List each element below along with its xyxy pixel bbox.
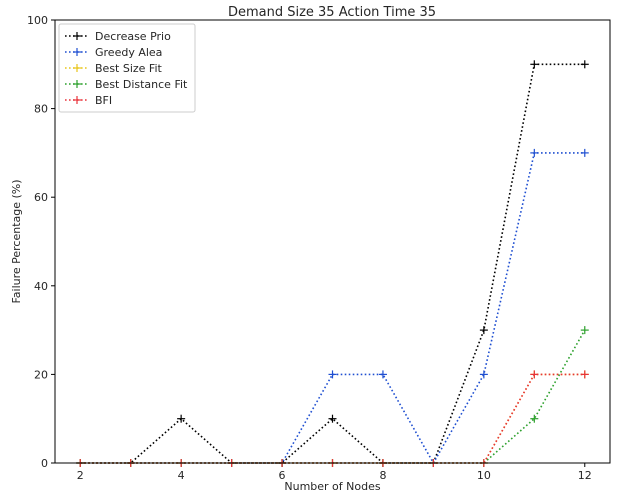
x-tick-label: 4 xyxy=(178,469,185,482)
legend-entry: Decrease Prio xyxy=(65,30,171,43)
legend-entry: Best Distance Fit xyxy=(65,78,188,91)
legend-entry: Best Size Fit xyxy=(65,62,163,75)
axes: 2 4 6 8 10 12 0 20 40 60 80 100 xyxy=(27,14,592,482)
x-tick-label: 12 xyxy=(578,469,592,482)
series-line xyxy=(80,63,585,464)
data-point xyxy=(530,60,539,69)
data-point xyxy=(580,60,589,69)
legend-label: BFI xyxy=(95,94,112,107)
y-tick-label: 60 xyxy=(34,191,48,204)
plot-frame xyxy=(54,19,611,464)
data-point xyxy=(378,370,387,379)
data-point xyxy=(479,370,488,379)
legend-label: Best Size Fit xyxy=(95,62,163,75)
chart-title: Demand Size 35 Action Time 35 xyxy=(228,5,436,20)
data-point xyxy=(530,370,539,379)
legend: Decrease Prio Greedy Alea Best Size Fit Bes… xyxy=(58,23,196,113)
legend-entry: Greedy Alea xyxy=(65,46,162,59)
legend-label: Decrease Prio xyxy=(95,30,171,43)
data-point xyxy=(479,326,488,335)
series-group xyxy=(76,60,589,467)
legend-entry: BFI xyxy=(65,94,112,107)
y-tick-label: 0 xyxy=(41,457,48,470)
x-tick-label: 2 xyxy=(77,469,84,482)
data-point xyxy=(580,148,589,157)
x-axis-label: Number of Nodes xyxy=(284,480,380,493)
data-point xyxy=(580,326,589,335)
legend-label: Best Distance Fit xyxy=(95,78,188,91)
y-tick-label: 20 xyxy=(34,368,48,381)
y-tick-label: 100 xyxy=(27,14,48,27)
data-point xyxy=(177,414,186,423)
legend-box xyxy=(58,23,196,113)
data-point xyxy=(580,370,589,379)
y-tick-label: 80 xyxy=(34,103,48,116)
series-decrease-prio xyxy=(76,60,589,467)
series-best-distance-fit xyxy=(76,326,589,467)
data-point xyxy=(530,148,539,157)
y-axis-label: Failure Percentage (%) xyxy=(10,179,23,303)
y-tick-label: 40 xyxy=(34,280,48,293)
series-line xyxy=(80,329,586,464)
data-point xyxy=(530,414,539,423)
legend-label: Greedy Alea xyxy=(95,46,162,59)
x-tick-label: 8 xyxy=(379,469,386,482)
x-tick-label: 6 xyxy=(279,469,286,482)
x-tick-label: 10 xyxy=(477,469,491,482)
data-point xyxy=(328,414,337,423)
data-point xyxy=(328,370,337,379)
